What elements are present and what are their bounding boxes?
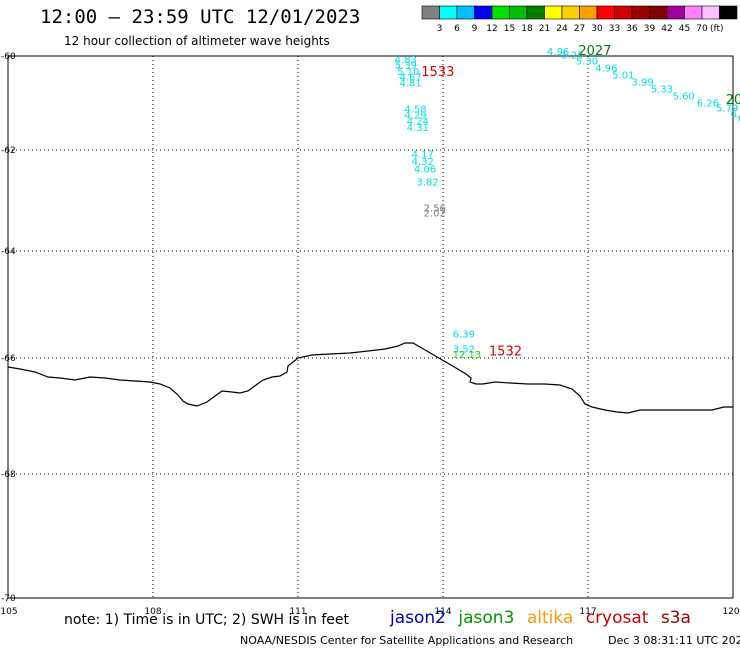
legend-tick-label: 42: [661, 24, 672, 34]
longitude-tick-label: 117: [579, 607, 596, 617]
legend-tick-label: 9: [472, 24, 478, 34]
wave-height-label: 5.33: [651, 85, 673, 96]
pass-time-label: 1533: [421, 65, 454, 80]
wave-height-label: 4.29: [404, 111, 426, 122]
legend-color-cell: [474, 5, 493, 20]
legend-color-cell: [579, 5, 598, 20]
legend-tick-label: 21: [539, 24, 550, 34]
legend-color-cell: [596, 5, 615, 20]
legend-tick-label: 30: [591, 24, 603, 34]
legend-tick-label: 18: [521, 24, 533, 34]
longitude-tick-label: 114: [434, 607, 451, 617]
legend-unit-label: (ft): [710, 24, 724, 34]
wave-height-label: 6.39: [453, 330, 475, 341]
wave-height-label: 6.25: [731, 109, 740, 120]
wave-height-label: 4.32: [412, 157, 434, 168]
legend-tick-label: 27: [574, 24, 585, 34]
wave-height-label: 4.96: [595, 64, 617, 75]
map-title: 12:00 – 23:59 UTC 12/01/2023: [40, 6, 361, 28]
wave-height-label: 5.01: [612, 71, 634, 82]
legend-color-cell: [666, 5, 685, 20]
legend-tick-label: 39: [644, 24, 656, 34]
wave-height-label: 4.31: [407, 123, 429, 134]
satellite-s3a: s3a: [660, 608, 691, 628]
footer-org: NOAA/NESDIS Center for Satellite Applica…: [240, 634, 574, 647]
wave-height-label: 4.96: [547, 47, 569, 58]
pass-time-label: 2027: [726, 93, 740, 108]
footer: NOAA/NESDIS Center for Satellite Applica…: [240, 634, 740, 647]
legend-tick-label: 3: [437, 24, 443, 34]
legend-color-cell: [439, 5, 458, 20]
legend-color-cell: [421, 5, 440, 20]
coastline: [7, 342, 733, 414]
legend-color-cell: [456, 5, 475, 20]
wave-height-label: 6.: [738, 114, 740, 125]
footer-timestamp: Dec 3 08:31:11 UTC 2023: [608, 634, 740, 647]
legend-color-cell: [491, 5, 510, 20]
satellite-legend: jason2 jason3 altika cryosat s3a: [390, 608, 698, 628]
legend-color-cell: [561, 5, 580, 20]
legend-color-cell: [526, 5, 545, 20]
legend-tick-label: 36: [626, 24, 638, 34]
wave-height-label: 3.99: [632, 78, 654, 89]
wave-height-label: 5.30: [576, 56, 598, 67]
wave-height-label: 2.56: [424, 204, 446, 215]
wave-height-label: 5.10: [397, 67, 419, 78]
legend-color-cell: [631, 5, 650, 20]
map-frame: [7, 55, 734, 599]
wave-height-label: 3.82: [416, 177, 438, 188]
wave-height-label: 2.02: [424, 209, 446, 220]
wave-height-label: 5.79: [716, 103, 738, 114]
legend-tick-label: 33: [609, 24, 620, 34]
wave-height-label: 4.81: [400, 79, 422, 90]
legend-color-cell: [509, 5, 528, 20]
latitude-tick-label: -70: [1, 594, 16, 604]
wave-height-label: 4.58: [404, 104, 426, 115]
wave-height-label: 6.26: [697, 98, 719, 109]
legend-tick-label: 24: [556, 24, 568, 34]
longitude-tick-label: 108: [144, 607, 161, 617]
longitude-tick-label: 120: [722, 607, 739, 617]
pass-time-label: 1532: [489, 344, 522, 359]
wave-height-label: 4.24: [407, 117, 429, 128]
wave-height-label: 4.83: [395, 55, 417, 66]
legend-color-cell: [684, 5, 703, 20]
legend-tick-label: 12: [486, 24, 497, 34]
legend-color-cell: [701, 5, 720, 20]
wave-height-label: 5.39: [395, 61, 417, 72]
legend-color-cell: [544, 5, 563, 20]
longitude-tick-label: 111: [289, 607, 306, 617]
legend-color-cell: [719, 5, 738, 20]
satellite-altika: altika: [526, 608, 574, 628]
pass-time-label: 2027: [578, 44, 611, 59]
wave-height-label: 4.17: [412, 150, 434, 161]
wave-height-label: 4.67: [400, 72, 422, 83]
units-note: note: 1) Time is in UTC; 2) SWH is in fe…: [64, 612, 350, 628]
legend-color-cell: [614, 5, 633, 20]
satellite-cryosat: cryosat: [585, 608, 649, 628]
legend-color-cell: [649, 5, 668, 20]
legend-tick-label: 6: [454, 24, 460, 34]
wave-height-label: 3.52: [453, 345, 475, 356]
map-subtitle: 12 hour collection of altimeter wave hei…: [64, 34, 330, 48]
wave-height-label: 12.13: [453, 350, 482, 361]
wave-height-label: 5.60: [673, 92, 695, 103]
satellite-jason3: jason3: [458, 608, 515, 628]
legend-tick-label: 70: [696, 24, 708, 34]
legend-tick-label: 15: [504, 24, 515, 34]
satellite-jason2: jason2: [390, 608, 446, 628]
longitude-tick-label: 105: [0, 607, 17, 617]
legend-tick-label: 45: [679, 24, 690, 34]
wave-height-label: 5.25: [561, 50, 583, 61]
wave-height-label: 4.06: [414, 165, 436, 176]
